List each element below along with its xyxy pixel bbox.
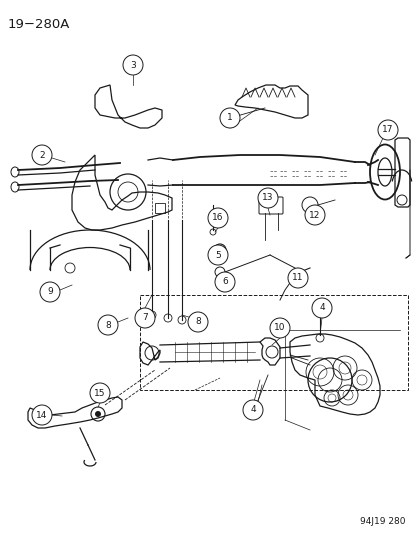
Text: 14: 14 [36,410,47,419]
Circle shape [242,400,262,420]
Circle shape [207,208,228,228]
Text: 4: 4 [249,406,255,415]
Circle shape [90,383,110,403]
Circle shape [311,298,331,318]
Circle shape [207,245,228,265]
Text: 17: 17 [381,125,393,134]
Text: 7: 7 [142,313,147,322]
Circle shape [214,272,235,292]
Circle shape [32,405,52,425]
Circle shape [123,55,142,75]
Bar [140,295,407,390]
Text: 3: 3 [130,61,135,69]
Text: 8: 8 [105,320,111,329]
Text: 9: 9 [47,287,53,296]
Text: 11: 11 [292,273,303,282]
Circle shape [269,318,289,338]
Text: 12: 12 [309,211,320,220]
Text: 1: 1 [227,114,232,123]
Text: 5: 5 [215,251,221,260]
Text: 6: 6 [222,278,227,287]
Text: 4: 4 [318,303,324,312]
Text: 16: 16 [212,214,223,222]
Text: 94J19 280: 94J19 280 [360,517,405,526]
Text: 2: 2 [39,150,45,159]
Text: 8: 8 [195,318,200,327]
Circle shape [32,145,52,165]
Circle shape [95,411,101,417]
Text: 10: 10 [273,324,285,333]
Circle shape [135,308,154,328]
Circle shape [219,108,240,128]
Circle shape [98,315,118,335]
Text: 19−280A: 19−280A [8,18,70,31]
Text: 15: 15 [94,389,105,398]
Circle shape [287,268,307,288]
Circle shape [40,282,60,302]
Circle shape [304,205,324,225]
Text: 13: 13 [261,193,273,203]
Circle shape [377,120,397,140]
Circle shape [257,188,277,208]
Circle shape [188,312,207,332]
